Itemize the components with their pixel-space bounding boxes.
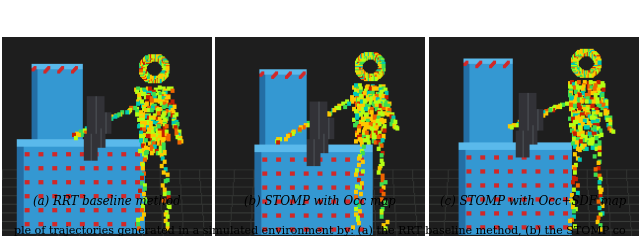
Text: ple of trajectories generated in a simulated environment by: (a) the RRT baselin: ple of trajectories generated in a simul… — [14, 226, 626, 236]
Text: (c) STOMP with Occ+SDF map: (c) STOMP with Occ+SDF map — [440, 195, 627, 208]
Text: (b) STOMP with Occ map: (b) STOMP with Occ map — [244, 195, 396, 208]
Text: (a) RRT baseline method: (a) RRT baseline method — [33, 195, 180, 208]
